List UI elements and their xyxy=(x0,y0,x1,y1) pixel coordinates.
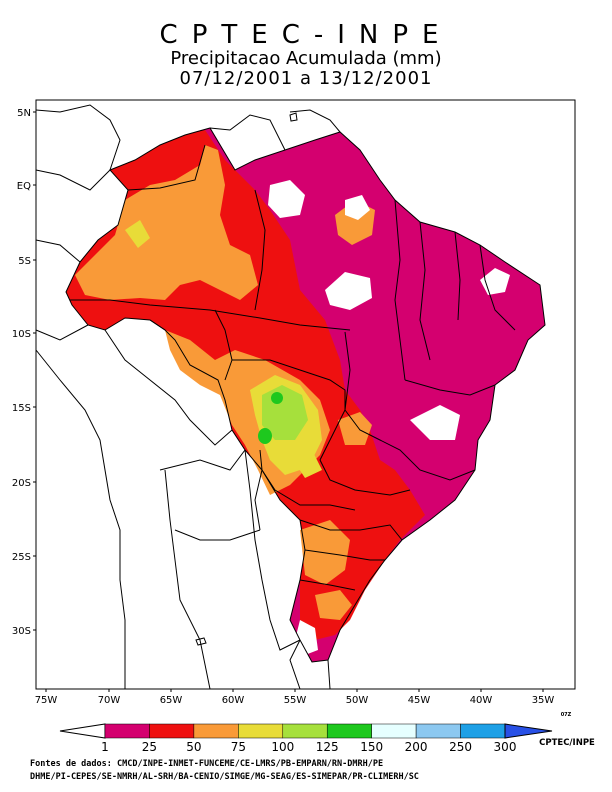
colorbar-tick-label: 150 xyxy=(360,740,383,754)
lon-label-70w: 70W xyxy=(98,695,121,706)
lon-label-35w: 35W xyxy=(532,695,555,706)
lon-axis: 75W 70W 65W 60W 55W 50W 45W 40W 35W xyxy=(35,689,555,706)
no-rain-patch-rs xyxy=(295,620,318,655)
lake-outline xyxy=(195,637,207,646)
precip-orange-zone-mg xyxy=(338,412,372,445)
colorbar-tick-label: 75 xyxy=(231,740,246,754)
data-sources-line-1: Fontes de dados: CMCD/INPE-INMET-FUNCEME… xyxy=(30,759,384,769)
lat-axis: 5N EQ 5S 10S 15S 20S 25S 30S xyxy=(12,108,36,637)
precip-green-spot-2 xyxy=(258,428,272,444)
boundaries xyxy=(35,104,546,690)
lon-label-60w: 60W xyxy=(222,695,245,706)
colorbar-tick-label: 1 xyxy=(101,740,109,754)
colorbar-tick-label: 125 xyxy=(316,740,339,754)
lat-label-30s: 30S xyxy=(12,626,31,637)
lat-label-20s: 20S xyxy=(12,478,31,489)
no-rain-patch-amapa xyxy=(345,195,370,220)
no-rain-patch-para xyxy=(325,272,372,310)
org-title: CPTEC-INPE xyxy=(159,20,453,50)
lon-label-45w: 45W xyxy=(408,695,431,706)
lon-label-40w: 40W xyxy=(470,695,493,706)
lat-label-5n: 5N xyxy=(17,108,31,119)
precip-orange-zone-west xyxy=(75,145,258,300)
colorbar-tick-label: 50 xyxy=(186,740,201,754)
lon-label-65w: 65W xyxy=(160,695,183,706)
lon-label-55w: 55W xyxy=(284,695,307,706)
no-rain-patch-roraima xyxy=(268,180,305,218)
lat-label-eq: EQ xyxy=(17,181,31,192)
precip-green-spot xyxy=(271,392,283,404)
precipitation-map: 5N EQ 5S 10S 15S 20S 25S 30S 75W 70W 65W… xyxy=(12,99,576,718)
period-subtitle: 07/12/2001 a 13/12/2001 xyxy=(179,68,433,89)
small-code-label: 07Z xyxy=(561,712,572,718)
colorbar-tick-label: 250 xyxy=(449,740,472,754)
colorbar-tick-label: 200 xyxy=(405,740,428,754)
lon-label-75w: 75W xyxy=(35,695,58,706)
island-outline xyxy=(289,112,298,122)
colorbar-ticks: 1 25 50 75 100 125 150 200 250 300 xyxy=(101,740,516,754)
precip-yellow-zone-ms xyxy=(290,450,322,478)
lat-label-25s: 25S xyxy=(12,552,31,563)
colorbar-tick-label: 25 xyxy=(142,740,157,754)
lon-label-50w: 50W xyxy=(346,695,369,706)
no-rain-patch-bahia xyxy=(410,405,460,440)
map-title: Precipitacao Acumulada (mm) xyxy=(170,48,442,69)
lat-label-10s: 10S xyxy=(12,329,31,340)
colorbar-tick-label: 300 xyxy=(494,740,517,754)
lat-label-15s: 15S xyxy=(12,403,31,414)
lat-label-5s: 5S xyxy=(18,256,31,267)
precip-orange-zone-rs xyxy=(315,590,352,620)
data-sources-line-2: DHME/PI-CEPES/SE-NMRH/AL-SRH/BA-CENIO/SI… xyxy=(30,772,419,782)
precip-yellow-zone-amazonas xyxy=(125,220,150,248)
colorbar-tick-label: 100 xyxy=(271,740,294,754)
